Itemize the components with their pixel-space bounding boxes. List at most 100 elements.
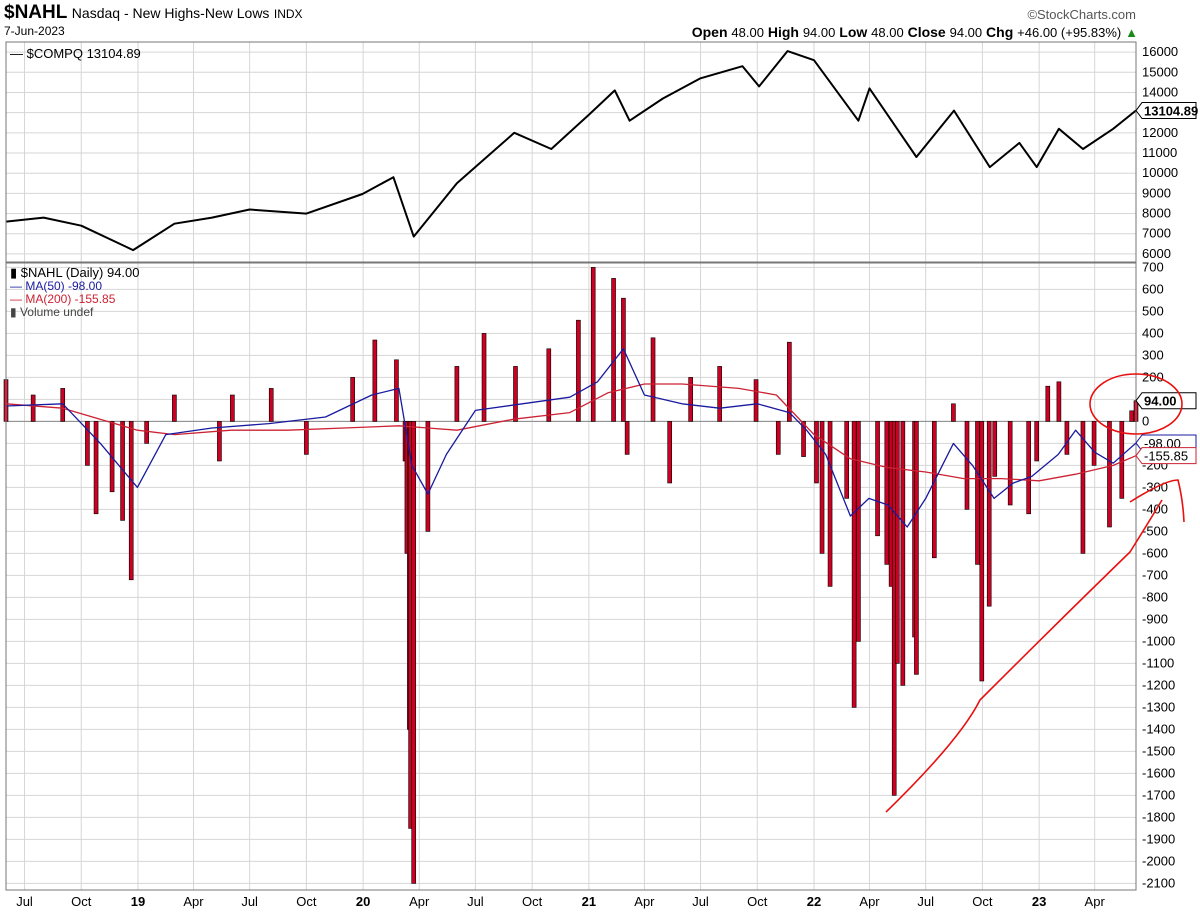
y-tick-label-bottom: -1600 — [1142, 765, 1175, 780]
close-value: 94.00 — [949, 25, 983, 40]
x-tick-label: Oct — [296, 894, 317, 909]
nahl-bar — [621, 297, 626, 422]
x-tick-label: 19 — [131, 894, 145, 909]
legend-entry: ▮ Volume undef — [10, 305, 94, 319]
nahl-bar — [1045, 385, 1051, 422]
ma200-last-value-box — [1135, 447, 1197, 465]
y-tick-label-top: 6000 — [1142, 246, 1171, 261]
y-tick-label-bottom: 600 — [1142, 281, 1164, 296]
x-tick-label: 22 — [807, 894, 821, 909]
y-tick-label-top: 9000 — [1142, 185, 1171, 200]
x-tick-label: Oct — [522, 894, 543, 909]
y-tick-label-top: 15000 — [1142, 64, 1178, 79]
nahl-bar — [611, 278, 616, 422]
x-tick-label: Apr — [1085, 894, 1106, 909]
chart-date: 7-Jun-2023 — [4, 24, 65, 38]
legend: — $COMPQ 13104.89▮ $NAHL (Daily) 94.00— … — [10, 46, 141, 319]
nahl-bar — [481, 333, 487, 422]
y-tick-label-bottom: 500 — [1142, 303, 1164, 318]
nahl-bar — [667, 421, 672, 484]
y-tick-label-bottom: -900 — [1142, 611, 1168, 626]
brand-logo: ©StockCharts.com — [1027, 7, 1136, 22]
trend-arrow-annotation — [885, 499, 1163, 813]
nahl-bar — [372, 339, 378, 422]
y-tick-label-bottom: -1900 — [1142, 831, 1175, 846]
hand-annotations — [885, 373, 1185, 813]
x-tick-label: Apr — [183, 894, 204, 909]
grid — [6, 42, 1136, 890]
nahl-bar — [844, 421, 850, 499]
nahl-bar — [1007, 421, 1013, 506]
y-tick-label-top: 12000 — [1142, 125, 1178, 140]
y-tick-label-bottom: -500 — [1142, 523, 1168, 538]
y-tick-label-bottom: -700 — [1142, 567, 1168, 582]
nahl-bar — [688, 377, 693, 422]
top-panel-frame — [5, 41, 1137, 263]
y-tick-label-top: 11000 — [1142, 145, 1177, 160]
nahl-bar — [304, 421, 309, 455]
y-tick-label-top: 16000 — [1142, 44, 1178, 59]
symbol: $NAHL — [4, 2, 68, 23]
exchange: INDX — [273, 7, 303, 21]
nahl-bar — [172, 394, 177, 422]
nahl-bar — [590, 267, 596, 422]
y-tick-label-bottom: -1700 — [1142, 787, 1175, 802]
nahl-bar — [513, 366, 518, 422]
y-tick-label-bottom: -400 — [1142, 501, 1168, 516]
nahl-bar — [1129, 410, 1134, 422]
open-label: Open — [691, 24, 728, 40]
y-tick-label-bottom: 300 — [1142, 347, 1164, 362]
y-tick-label-bottom: -1000 — [1142, 633, 1175, 648]
close-label: Close — [907, 24, 946, 40]
nahl-bar — [884, 421, 890, 565]
x-tick-label: 21 — [582, 894, 596, 909]
nahl-bar — [992, 421, 998, 477]
nahl-bar — [425, 421, 431, 532]
x-tick-label: 20 — [356, 894, 370, 909]
nahl-bar — [856, 421, 861, 642]
y-tick-label-bottom: -1400 — [1142, 721, 1175, 736]
nahl-bar — [1107, 421, 1112, 528]
high-label: High — [767, 24, 799, 40]
chg-label: Chg — [986, 24, 1014, 40]
y-tick-label-bottom: -2100 — [1142, 875, 1175, 890]
x-tick-label: Apr — [409, 894, 430, 909]
ohlc-readout: Open 48.00 High 94.00 Low 48.00 Close 94… — [692, 24, 1138, 40]
low-label: Low — [839, 24, 868, 40]
y-tick-label-top: 7000 — [1142, 226, 1171, 241]
x-tick-label: 23 — [1032, 894, 1046, 909]
panel-frames — [5, 41, 1137, 891]
chart-header: $NAHL Nasdaq - New Highs-New Lows INDX — [4, 2, 303, 24]
x-tick-label: Jul — [692, 894, 709, 909]
nahl-bar — [394, 359, 399, 422]
x-tick-label: Oct — [71, 894, 92, 909]
x-tick-label: Jul — [917, 894, 934, 909]
low-value: 48.00 — [871, 25, 904, 40]
nahl-bar — [775, 421, 781, 455]
ma50-line — [5, 348, 1137, 528]
price-lines — [5, 50, 1137, 528]
arrowhead-annotation — [1129, 479, 1185, 523]
nahl-bar — [717, 366, 722, 422]
nahl-bar — [801, 421, 806, 457]
nahl-bar — [120, 421, 125, 521]
nahl-bar — [144, 421, 149, 444]
nahl-bar — [951, 403, 956, 422]
nahl-bar — [1119, 421, 1125, 499]
y-tick-label-top: 10000 — [1142, 165, 1178, 180]
y-tick-label-bottom: 400 — [1142, 325, 1164, 340]
nahl-bar — [230, 394, 235, 422]
symbol-name: Nasdaq - New Highs-New Lows — [71, 5, 270, 21]
x-tick-label: Apr — [634, 894, 655, 909]
nahl-bar — [1056, 381, 1062, 422]
y-tick-label-bottom: -1800 — [1142, 809, 1175, 824]
y-tick-label-bottom: -600 — [1142, 545, 1168, 560]
chg-value: +46.00 (+95.83%) — [1017, 25, 1122, 40]
ma200-last-value: -155.85 — [1144, 449, 1188, 464]
x-tick-label: Oct — [972, 894, 993, 909]
x-tick-label: Oct — [747, 894, 768, 909]
nahl-last-value: 94.00 — [1144, 394, 1177, 409]
nahl-bar — [128, 421, 134, 581]
y-tick-label-bottom: 0 — [1142, 413, 1149, 428]
nahl-bar — [30, 394, 36, 422]
